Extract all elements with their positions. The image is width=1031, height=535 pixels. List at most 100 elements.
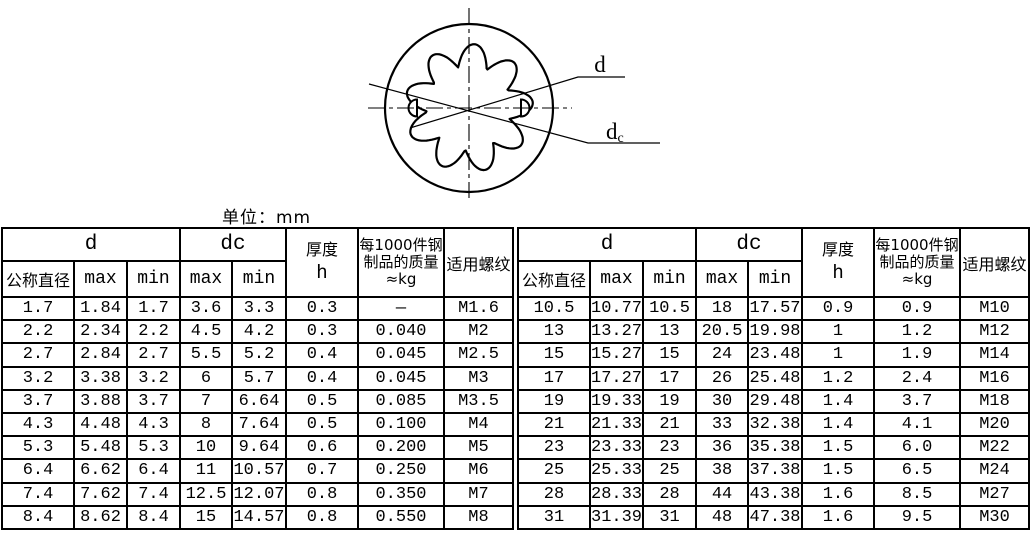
table-cell: M3 <box>443 365 514 391</box>
table-cell: M3.5 <box>443 388 514 414</box>
table-cell: 5.3 <box>126 435 181 461</box>
table-cell: 6.4 <box>126 458 181 484</box>
table-cell: 17.57 <box>747 295 804 322</box>
unit-label: 单位：mm <box>222 208 312 228</box>
table-cell: 12.5 <box>179 481 233 507</box>
table-cell: 4.5 <box>179 319 233 345</box>
col-header-mass: 每1000件钢 制品的质量 ≈kg <box>357 227 445 298</box>
label-d: d <box>594 52 606 77</box>
table-cell: 1.6 <box>801 504 876 531</box>
table-cell: M30 <box>959 504 1031 531</box>
table-cell: M8 <box>443 504 514 531</box>
table-cell: 3.2 <box>126 365 181 391</box>
col-header-dc-min: min <box>231 260 287 298</box>
table-cell: 1.6 <box>801 481 876 507</box>
table-cell: 13 <box>642 319 698 345</box>
table-cell: M5 <box>443 435 514 461</box>
table-cell: 18 <box>695 295 750 322</box>
header-row-1: d dc 厚度 h 每1000件钢 制品的质量 ≈kg 适用螺纹 <box>1 227 514 298</box>
leader-line-d <box>409 76 625 129</box>
label-dc: dc <box>606 119 624 146</box>
table-cell: 17 <box>517 365 591 391</box>
table-cell: 0.7 <box>285 458 359 484</box>
table-cell: 15.27 <box>588 342 645 368</box>
col-header-nominal: 公称直径 <box>1 260 75 298</box>
table-cell: 2.2 <box>126 319 181 345</box>
table-cell: 1.4 <box>801 388 876 414</box>
table-cell: 1.2 <box>873 319 962 345</box>
table-cell: 23 <box>642 435 698 461</box>
table-cell: M1.6 <box>443 295 514 322</box>
table-row: 3.2 3.38 3.2 6 5.7 0.4 0.045 M3 <box>1 365 514 391</box>
table-cell: — <box>357 295 445 322</box>
table-cell: 31 <box>517 504 591 531</box>
table-cell: 6.5 <box>873 458 962 484</box>
table-cell: 11 <box>179 458 233 484</box>
table-cell: M6 <box>443 458 514 484</box>
table-cell: 19.33 <box>588 388 645 414</box>
table-cell: 26 <box>695 365 750 391</box>
table-row: 4.3 4.48 4.3 8 7.64 0.5 0.100 M4 <box>1 411 514 438</box>
col-header-d-max: max <box>73 260 128 298</box>
table-head: d dc 厚度 h 每1000件钢 制品的质量 ≈kg 适用螺纹 公称直径 ma… <box>1 227 514 298</box>
table-row: 31 31.39 31 48 47.38 1.6 9.5 M30 <box>517 504 1031 531</box>
table-cell: 8.4 <box>1 504 75 531</box>
mass-label-line2: 制品的质量 <box>363 252 439 271</box>
table-cell: 37.38 <box>747 458 804 484</box>
table-cell: 0.3 <box>285 319 359 345</box>
col-header-dc-max: max <box>179 260 233 298</box>
table-cell: 31.39 <box>588 504 645 531</box>
table-cell: 7.4 <box>1 481 75 507</box>
table-row: 17 17.27 17 26 25.48 1.2 2.4 M16 <box>517 365 1031 391</box>
table-cell: 10.5 <box>642 295 698 322</box>
table-cell: 4.2 <box>231 319 287 345</box>
table-cell: 1 <box>801 342 876 368</box>
table-cell: 20.5 <box>695 319 750 345</box>
table-cell: 2.84 <box>73 342 128 368</box>
table-row: 10.5 10.77 10.5 18 17.57 0.9 0.9 M10 <box>517 295 1031 322</box>
table-cell: 0.200 <box>357 435 445 461</box>
table-cell: 25 <box>517 458 591 484</box>
table-cell: 2.7 <box>126 342 181 368</box>
table-cell: 0.040 <box>357 319 445 345</box>
table-cell: M7 <box>443 481 514 507</box>
col-header-d-min: min <box>126 260 181 298</box>
table-row: 19 19.33 19 30 29.48 1.4 3.7 M18 <box>517 388 1031 414</box>
table-cell: M24 <box>959 458 1031 484</box>
table-cell: 4.3 <box>1 411 75 438</box>
label-dc-sub: c <box>618 131 624 146</box>
header-row-2: 公称直径 max min max min <box>1 260 513 298</box>
thickness-symbol: h <box>316 261 328 284</box>
table-cell: 10.57 <box>231 458 287 484</box>
table-cell: M2 <box>443 319 514 345</box>
col-header-mass: 每1000件钢 制品的质量 ≈kg <box>873 227 962 298</box>
mass-label-line3: ≈kg <box>901 270 933 289</box>
table-cell: 1.9 <box>873 342 962 368</box>
table-row: 15 15.27 15 24 23.48 1 1.9 M14 <box>517 342 1031 368</box>
table-cell: 28 <box>642 481 698 507</box>
table-cell: 15 <box>642 342 698 368</box>
table-cell: 6.0 <box>873 435 962 461</box>
table-cell: 1.5 <box>801 458 876 484</box>
table-cell: 5.5 <box>179 342 233 368</box>
col-header-dc: dc <box>695 227 804 262</box>
table-cell: 12.07 <box>231 481 287 507</box>
table-cell: 19 <box>517 388 591 414</box>
table-cell: 17.27 <box>588 365 645 391</box>
table-cell: 48 <box>695 504 750 531</box>
table-body: 10.5 10.77 10.5 18 17.57 0.9 0.9 M10 13 13.27 13 20… <box>517 295 1031 531</box>
col-header-d: d <box>1 227 181 262</box>
table-cell: 36 <box>695 435 750 461</box>
table-cell: 6.4 <box>1 458 75 484</box>
table-cell: 43.38 <box>747 481 804 507</box>
table-cell: 0.250 <box>357 458 445 484</box>
table-cell: 0.8 <box>285 504 359 531</box>
table-cell: 0.6 <box>285 435 359 461</box>
table-cell: 3.3 <box>231 295 287 322</box>
table-cell: 0.550 <box>357 504 445 531</box>
mass-label-line1: 每1000件钢 <box>359 235 443 254</box>
table-cell: 23.48 <box>747 342 804 368</box>
table-cell: 13.27 <box>588 319 645 345</box>
table-cell: 8 <box>179 411 233 438</box>
